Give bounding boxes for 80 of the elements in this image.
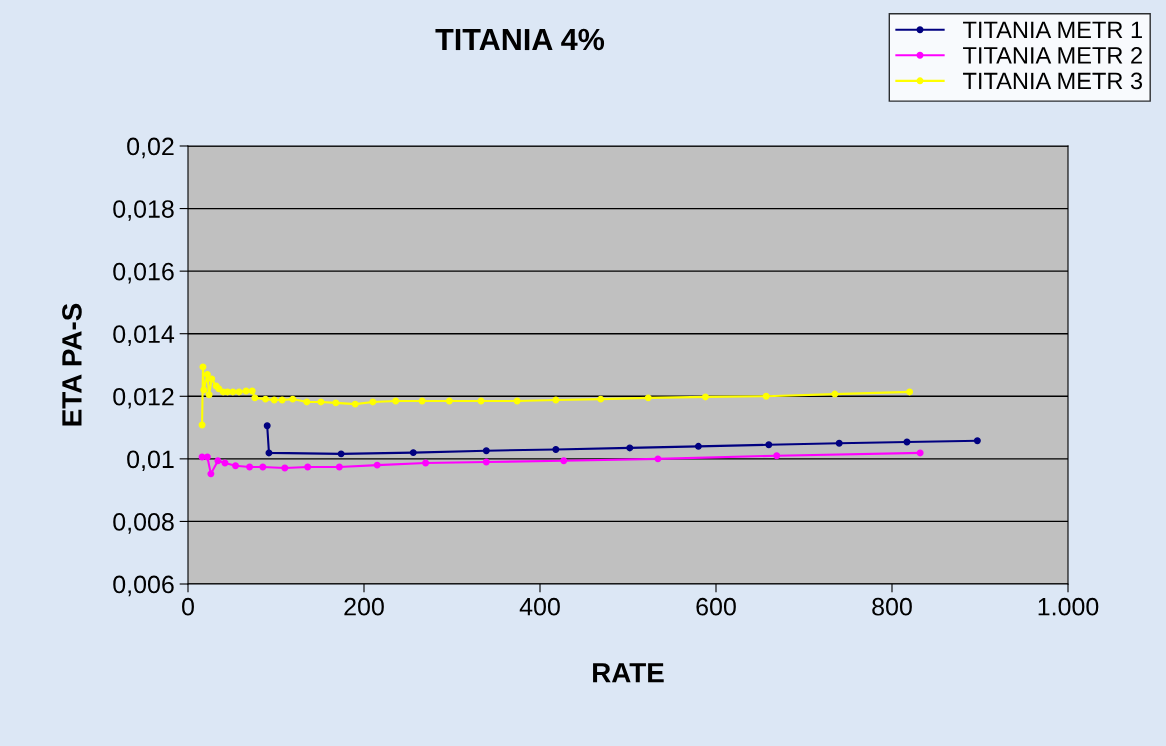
point — [265, 449, 273, 457]
chart-title: TITANIA 4% — [435, 28, 605, 51]
point — [304, 463, 312, 471]
x-tick-label: 600 — [696, 597, 736, 616]
x-tick-label: 800 — [872, 597, 912, 616]
point — [235, 388, 243, 396]
y-tick-label: 0,02 — [127, 137, 174, 159]
legend-label: TITANIA METR 3 — [963, 72, 1143, 90]
point — [251, 394, 259, 402]
point — [242, 387, 250, 395]
point — [552, 396, 560, 404]
point — [248, 387, 256, 395]
point — [281, 464, 289, 472]
point — [246, 463, 254, 471]
point — [694, 442, 702, 450]
y-tick-label: 0,012 — [113, 387, 174, 409]
point — [270, 396, 278, 404]
x-tick-label: 200 — [344, 597, 384, 616]
x-tick-label: 0 — [182, 597, 194, 616]
point — [205, 391, 213, 399]
point — [317, 398, 325, 406]
point — [422, 459, 430, 467]
y-tick-label: 0,01 — [127, 450, 174, 472]
point — [289, 395, 297, 403]
point — [513, 397, 521, 405]
x-tick-label: 400 — [519, 597, 560, 616]
point — [644, 394, 652, 402]
y-tick-label: 0,014 — [113, 325, 175, 346]
point — [773, 452, 781, 460]
y-tick-label: 0,018 — [113, 200, 174, 221]
point — [418, 397, 426, 405]
point — [835, 439, 843, 447]
point — [597, 395, 605, 403]
point — [263, 422, 271, 430]
legend-label: TITANIA METR 1 — [963, 21, 1142, 38]
point — [973, 437, 981, 445]
y-axis-title: ETA PA-S — [62, 303, 82, 426]
point — [198, 421, 206, 429]
point — [229, 388, 237, 396]
point — [373, 461, 381, 469]
point — [560, 457, 568, 465]
point — [303, 398, 311, 406]
point — [337, 450, 345, 458]
point — [261, 395, 269, 403]
point — [214, 457, 222, 465]
point — [916, 449, 924, 457]
point — [701, 393, 709, 401]
point — [654, 455, 662, 463]
point — [203, 453, 211, 461]
x-axis-title: RATE — [593, 663, 664, 683]
x-tick-label: 1.000 — [1038, 597, 1099, 616]
y-tick-label: 0,008 — [113, 513, 174, 534]
point — [199, 363, 207, 371]
point — [626, 444, 634, 452]
point — [482, 447, 490, 455]
point — [208, 375, 216, 383]
y-tick-label: 0,016 — [113, 262, 174, 284]
point — [445, 397, 453, 405]
point — [224, 388, 232, 396]
point — [482, 458, 490, 466]
point — [369, 398, 377, 406]
point — [351, 400, 359, 408]
point — [203, 370, 211, 378]
point — [278, 396, 286, 404]
y-tick-label: 0,006 — [113, 575, 174, 597]
point — [232, 462, 239, 470]
point — [221, 459, 229, 467]
point — [831, 390, 839, 398]
point — [392, 397, 400, 405]
point — [332, 399, 340, 407]
point — [335, 463, 343, 471]
point — [259, 463, 267, 471]
point — [552, 445, 560, 453]
point — [409, 449, 417, 457]
point — [200, 386, 208, 394]
point — [906, 388, 914, 396]
point — [207, 470, 215, 478]
point — [762, 392, 770, 400]
legend-label: TITANIA METR 2 — [963, 47, 1142, 64]
point — [765, 441, 773, 449]
